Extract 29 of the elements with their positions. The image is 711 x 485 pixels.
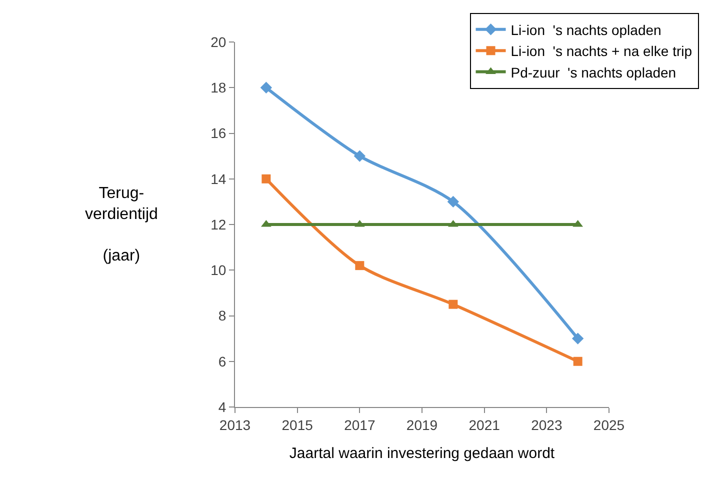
- legend-label: Li-ion 's nachts opladen: [510, 22, 662, 38]
- x-tick-label: 2025: [593, 416, 625, 433]
- x-tick-label: 2017: [344, 416, 376, 433]
- y-tick-label: 20: [210, 34, 226, 50]
- y-tick-label: 10: [210, 262, 226, 278]
- point: [260, 82, 272, 94]
- x-tick-label: 2021: [468, 416, 500, 433]
- point: [262, 174, 271, 184]
- point: [447, 196, 460, 208]
- text: Terug- verdientijd (jaar): [85, 185, 158, 264]
- x-tick-label: 2013: [219, 416, 251, 433]
- y-tick-label: 16: [210, 125, 226, 142]
- x-tick-label: 2015: [282, 416, 314, 433]
- point: [354, 150, 366, 162]
- x-axis-title: Jaartal waarin investering gedaan wordt: [289, 444, 556, 462]
- legend-label: Pd-zuur 's nachts opladen: [510, 64, 676, 80]
- x-tick-label: 2019: [406, 416, 438, 433]
- y-tick-label: 14: [210, 170, 226, 187]
- legend-label: Li-ion 's nachts + na elke trip: [510, 43, 692, 60]
- x-tick-label: 2023: [531, 416, 562, 433]
- y-tick-label: 18: [210, 80, 226, 96]
- y-tick-label: 8: [218, 308, 226, 324]
- point: [572, 332, 584, 344]
- y-tick-label: 6: [218, 353, 226, 370]
- y-tick-label: 12: [210, 216, 226, 232]
- point: [448, 300, 458, 309]
- point: [355, 261, 364, 270]
- point: [573, 356, 582, 366]
- y-tick-label: 4: [218, 398, 226, 415]
